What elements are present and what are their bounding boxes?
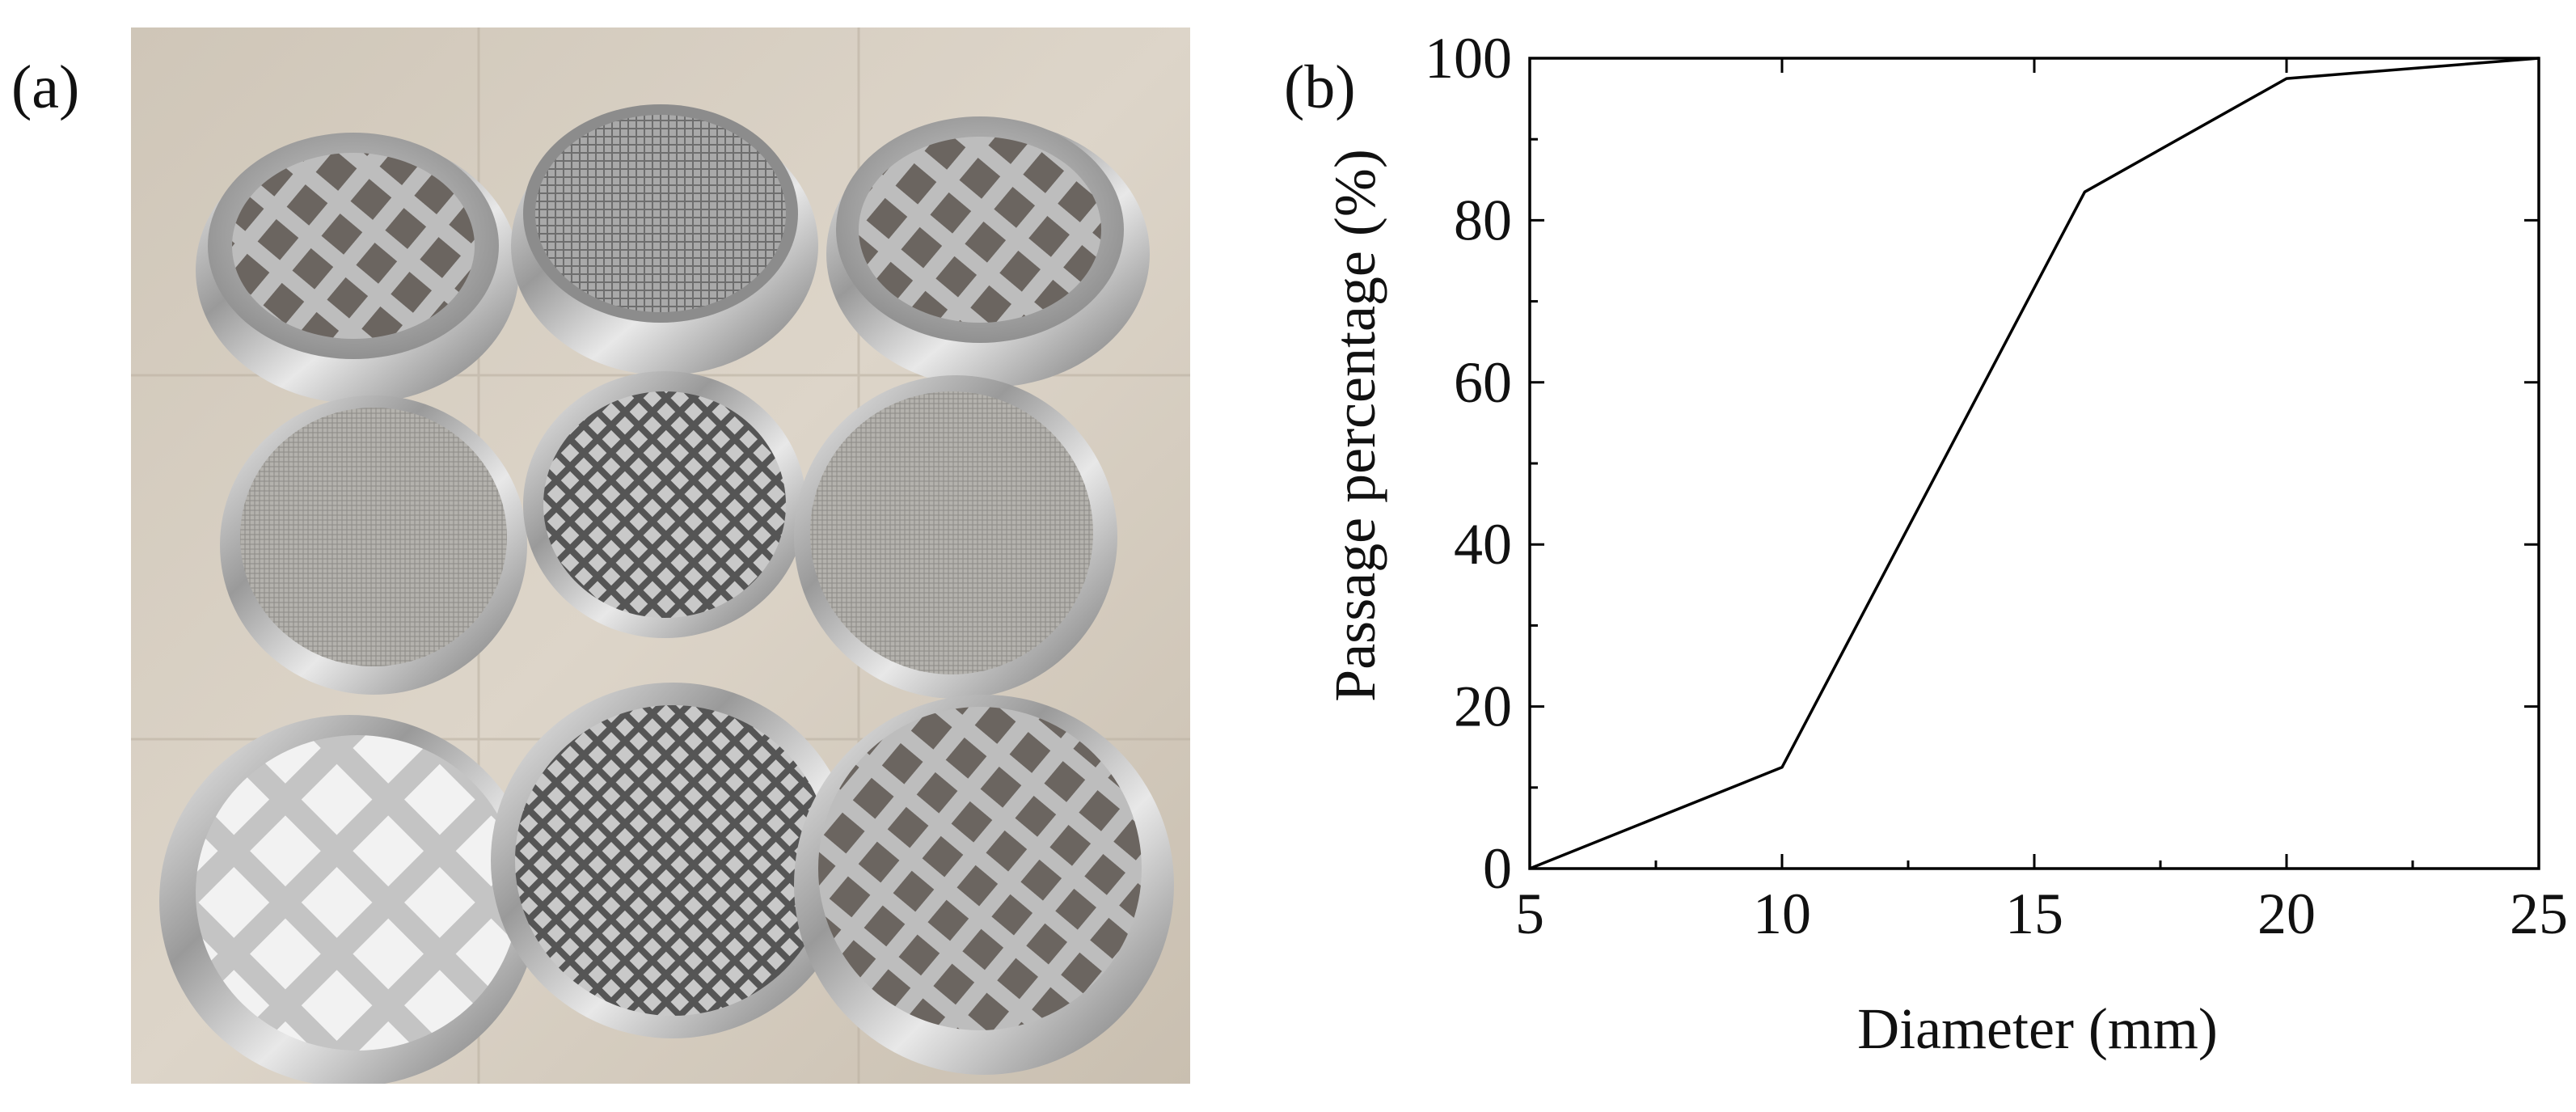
x-tick-label: 5 (1515, 882, 1544, 946)
y-tick-label: 20 (1454, 674, 1512, 739)
x-tick-label: 10 (1753, 882, 1811, 946)
x-axis-label: Diameter (mm) (1857, 996, 2218, 1061)
plot-frame (1528, 57, 2540, 870)
y-tick-label: 0 (1483, 836, 1512, 901)
x-tick-label: 25 (2510, 882, 2568, 946)
y-tick-label: 80 (1454, 188, 1512, 252)
y-axis-label: Passage percentage (%) (1323, 149, 1387, 702)
y-tick-label: 100 (1425, 26, 1512, 91)
panel-label-b: (b) (1284, 53, 1356, 121)
sieve-set-photo (131, 27, 1190, 1084)
series-line (1529, 57, 2540, 870)
y-tick-label: 60 (1454, 350, 1512, 415)
panel-label-a: (a) (11, 53, 80, 121)
x-tick-label: 15 (2005, 882, 2063, 946)
y-tick-label: 40 (1454, 512, 1512, 577)
x-tick-label: 20 (2257, 882, 2316, 946)
